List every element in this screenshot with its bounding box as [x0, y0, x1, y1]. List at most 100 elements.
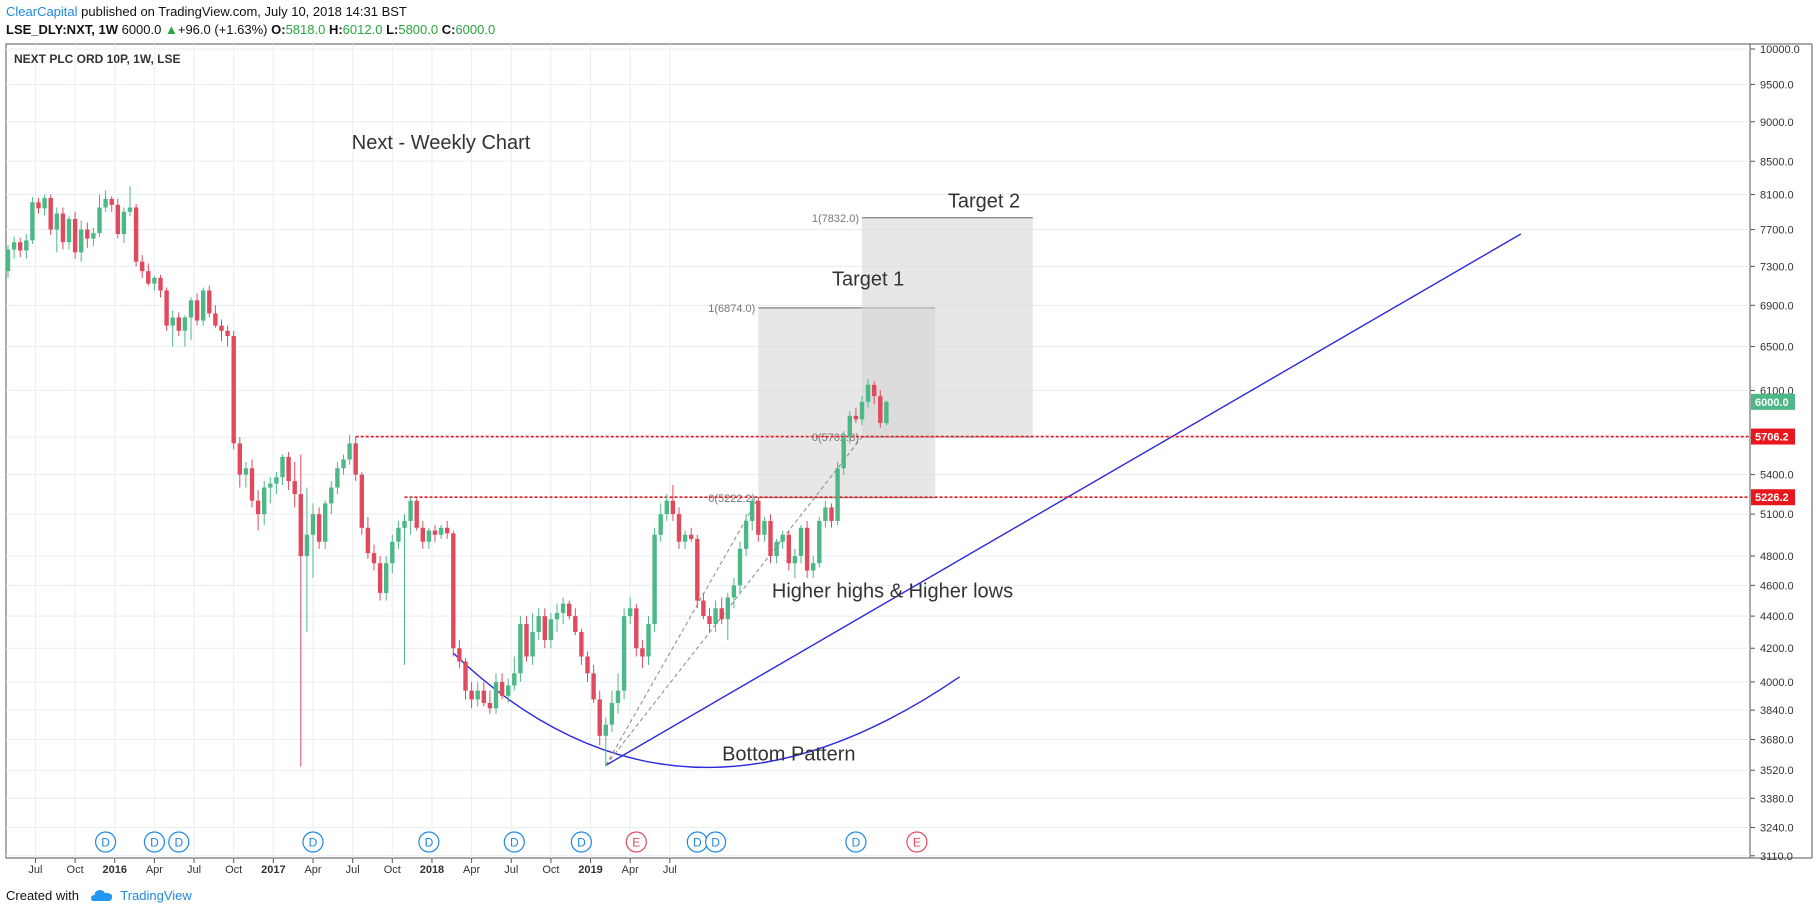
- candle-body: [274, 477, 279, 484]
- open-value: 5818.0: [285, 22, 326, 37]
- dividend-marker[interactable]: D: [686, 831, 708, 853]
- candle-body: [335, 468, 340, 488]
- candle: [634, 603, 639, 657]
- event-circle: [845, 831, 867, 853]
- candle: [133, 204, 139, 267]
- candle: [298, 454, 303, 767]
- event-circle: [503, 831, 525, 853]
- earnings-marker[interactable]: E: [625, 831, 647, 853]
- x-tick-label: 2019: [578, 864, 602, 876]
- event-circle: [625, 831, 647, 853]
- candle-body: [512, 673, 517, 686]
- candle-body: [445, 527, 450, 534]
- ohlc-line: LSE_DLY:NXT, 1W 6000.0 ▲+96.0 (+1.63%) O…: [6, 22, 495, 37]
- earnings-marker[interactable]: E: [906, 831, 928, 853]
- dividend-marker[interactable]: D: [302, 831, 324, 853]
- candle: [817, 516, 822, 568]
- candle: [670, 484, 676, 521]
- published-text: published on TradingView.com, July 10, 2…: [81, 4, 407, 19]
- candle: [85, 222, 90, 248]
- candle-body: [579, 631, 584, 657]
- candle-body: [438, 527, 444, 535]
- candle-body: [115, 204, 120, 235]
- dividend-marker[interactable]: D: [704, 831, 727, 853]
- candle: [554, 603, 560, 632]
- candle-body: [304, 534, 310, 556]
- candle-body: [652, 534, 657, 624]
- candle-body: [780, 534, 785, 542]
- candle-body: [194, 300, 200, 321]
- candle-body: [54, 213, 59, 230]
- candle: [310, 503, 316, 578]
- candle: [811, 555, 816, 578]
- x-tick-label: 2017: [261, 864, 285, 876]
- author-link[interactable]: ClearCapital: [6, 4, 78, 19]
- chart-title: NEXT PLC ORD 10P, 1W, LSE: [14, 52, 181, 66]
- y-tick-label: 5400.0: [1760, 470, 1794, 482]
- tradingview-logo-icon: [90, 889, 113, 905]
- candle: [567, 600, 572, 620]
- annotation-text: Target 1: [832, 269, 904, 291]
- x-tick-label: Oct: [542, 864, 559, 876]
- candle: [841, 431, 846, 475]
- y-tick-label: 6500.0: [1760, 342, 1794, 354]
- price-axis[interactable]: 3110.0 3240.0 3380.0 3520.0 3680.0 3840.0 4000…: [1750, 44, 1800, 863]
- low-label: L:: [386, 22, 399, 37]
- y-tick-label: 4600.0: [1760, 580, 1794, 592]
- dividend-marker[interactable]: D: [168, 831, 190, 853]
- candle: [658, 503, 663, 542]
- candle: [152, 275, 157, 291]
- candle-body: [475, 690, 480, 700]
- candle-body: [103, 198, 108, 208]
- dividend-marker[interactable]: D: [94, 831, 117, 853]
- candle-body: [109, 198, 114, 205]
- candle: [646, 616, 651, 665]
- last-price: 6000.0: [121, 22, 162, 37]
- candle-body: [24, 240, 29, 251]
- dividend-marker[interactable]: D: [503, 831, 525, 853]
- x-tick-label: Jul: [663, 864, 677, 876]
- candle-body: [127, 207, 133, 212]
- candle: [377, 555, 383, 601]
- dividend-marker[interactable]: D: [570, 831, 593, 853]
- candle: [255, 490, 261, 531]
- candle-body: [499, 681, 505, 696]
- y-tick-label: 3680.0: [1760, 735, 1794, 747]
- dividend-marker[interactable]: D: [143, 831, 165, 853]
- price-chart[interactable]: 1(6874.0) 0(5222.2) 1(7832.0) 0(5702.8) Nex…: [0, 0, 1818, 880]
- x-tick-label: Jul: [504, 864, 518, 876]
- tradingview-link[interactable]: TradingView: [120, 888, 192, 903]
- candle: [182, 315, 188, 347]
- price-tag: 5706.2: [1751, 428, 1795, 445]
- candle-body: [280, 456, 285, 478]
- close-label: C:: [441, 22, 456, 37]
- candle: [402, 514, 407, 665]
- candle-body: [548, 619, 554, 641]
- candle-body: [634, 608, 639, 649]
- candle: [5, 244, 11, 278]
- candle: [786, 530, 791, 571]
- candle-body: [829, 507, 834, 521]
- time-axis[interactable]: Jul Oct 2016 Apr Jul Oct 2017 Apr Jul Oct 2018 Apr J…: [28, 858, 677, 876]
- candle-body: [792, 555, 798, 564]
- dividend-marker[interactable]: D: [418, 831, 440, 853]
- candle-body: [292, 481, 297, 495]
- y-tick-label: 7300.0: [1760, 261, 1794, 273]
- candle-body: [591, 673, 596, 700]
- dividend-marker[interactable]: D: [845, 831, 867, 853]
- price-tag-label: 5226.2: [1755, 492, 1789, 504]
- candle-body: [811, 563, 816, 571]
- candle: [591, 664, 596, 703]
- y-tick-label: 4400.0: [1760, 611, 1794, 623]
- candle-body: [371, 553, 377, 564]
- candle-body: [347, 443, 352, 460]
- candle-body: [451, 533, 456, 649]
- candle-body: [310, 514, 316, 535]
- candle: [780, 530, 785, 549]
- candle-body: [121, 211, 127, 235]
- price-change: +96.0 (+1.63%): [177, 22, 268, 37]
- candle-body: [36, 202, 41, 209]
- y-tick-label: 5100.0: [1760, 509, 1794, 521]
- event-label: D: [150, 836, 159, 850]
